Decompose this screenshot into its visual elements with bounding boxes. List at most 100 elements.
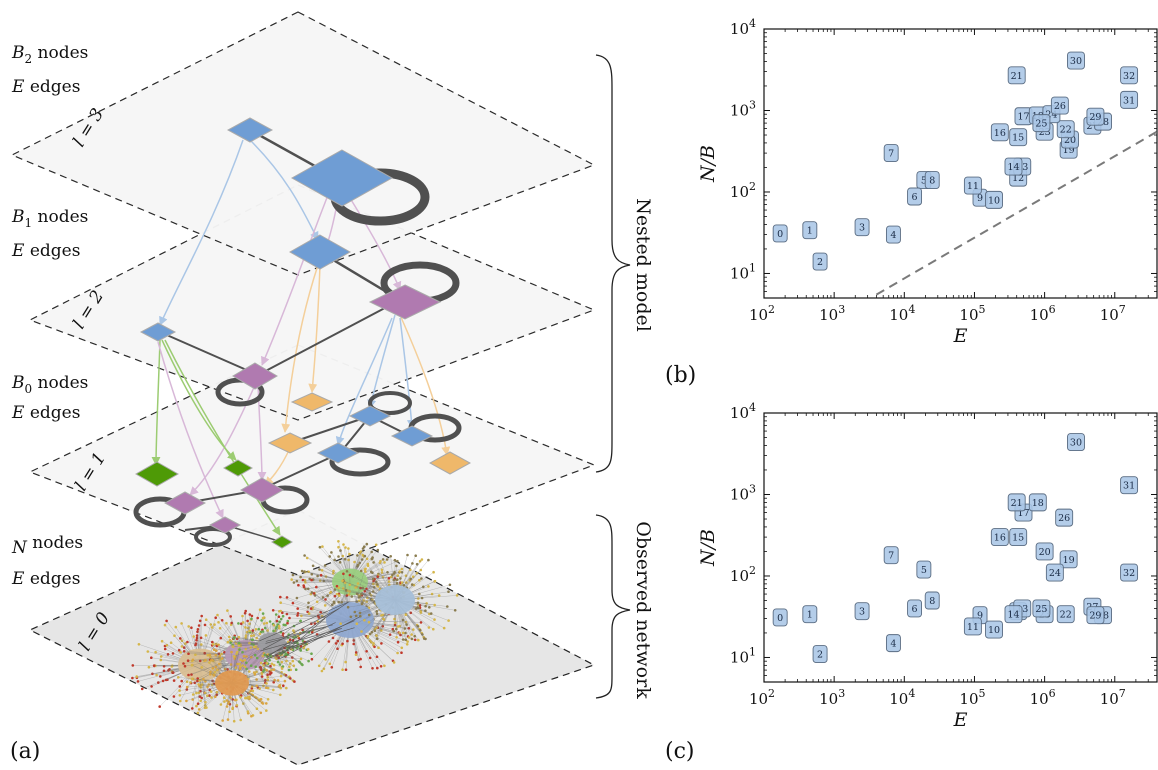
data-point-8: 8 — [925, 172, 939, 189]
data-point-32: 32 — [1121, 564, 1138, 581]
data-point-0: 0 — [773, 225, 787, 242]
data-point-6: 6 — [908, 188, 922, 205]
data-point-21: 21 — [1008, 494, 1025, 511]
data-point-4: 4 — [886, 635, 900, 652]
data-point-10: 10 — [986, 621, 1003, 638]
reference-line — [876, 132, 1157, 295]
data-point-label: 2 — [817, 650, 823, 661]
layer-0-edges-label: E edges — [11, 569, 80, 589]
data-point-label: 8 — [929, 176, 935, 187]
data-point-label: 4 — [890, 639, 896, 650]
data-point-29: 29 — [1087, 607, 1104, 624]
data-point-label: 17 — [1017, 112, 1029, 123]
y-axis-label: N/B — [697, 145, 719, 183]
data-point-label: 31 — [1123, 481, 1135, 492]
panel-label: (c) — [665, 739, 695, 764]
x-tick-label: 106 — [1030, 687, 1056, 708]
data-point-label: 15 — [1012, 533, 1024, 544]
data-point-22: 22 — [1057, 606, 1074, 623]
data-point-22: 22 — [1057, 121, 1074, 138]
data-point-label: 7 — [888, 551, 894, 562]
y-tick-label: 102 — [730, 564, 756, 585]
braces — [596, 55, 630, 698]
data-point-20: 20 — [1036, 543, 1053, 560]
x-tick-label: 104 — [889, 687, 915, 708]
data-point-label: 10 — [988, 195, 1000, 206]
data-point-24: 24 — [1046, 564, 1063, 581]
x-tick-label: 102 — [749, 687, 775, 708]
data-point-label: 16 — [994, 533, 1006, 544]
y-tick-label: 104 — [730, 401, 756, 422]
y-tick-label: 103 — [730, 98, 756, 119]
data-point-label: 22 — [1060, 125, 1072, 136]
layer-1-edges-label: E edges — [11, 403, 80, 423]
data-point-label: 31 — [1123, 95, 1135, 106]
data-point-11: 11 — [964, 177, 981, 194]
data-point-label: 21 — [1011, 71, 1023, 82]
data-point-1: 1 — [803, 606, 817, 623]
data-point-30: 30 — [1067, 52, 1084, 69]
data-point-label: 29 — [1089, 112, 1101, 123]
y-tick-label: 103 — [730, 482, 756, 503]
data-point-31: 31 — [1121, 91, 1138, 108]
data-point-10: 10 — [986, 191, 1003, 208]
data-point-label: 14 — [1007, 162, 1019, 173]
data-point-3: 3 — [855, 603, 869, 620]
layer-0-nodes-label: N nodes — [11, 533, 83, 558]
data-point-label: 32 — [1123, 568, 1135, 579]
data-point-29: 29 — [1087, 108, 1104, 125]
x-tick-label: 105 — [959, 687, 985, 708]
data-point-25: 25 — [1033, 115, 1050, 132]
x-tick-label: 105 — [959, 303, 985, 324]
data-point-label: 11 — [967, 622, 979, 633]
data-point-32: 32 — [1121, 67, 1138, 84]
data-point-30: 30 — [1067, 434, 1084, 451]
data-point-21: 21 — [1008, 67, 1025, 84]
data-point-label: 25 — [1035, 604, 1047, 615]
layer-3-edges-label: E edges — [11, 77, 80, 97]
nested-model-diagram: B2 nodes E edges B1 nodes E edges B0 nod… — [10, 12, 654, 765]
data-point-label: 18 — [1032, 498, 1044, 509]
x-tick-label: 103 — [819, 687, 845, 708]
data-point-15: 15 — [1010, 529, 1027, 546]
data-point-label: 3 — [859, 223, 865, 234]
data-point-label: 8 — [929, 596, 935, 607]
y-tick-label: 102 — [730, 180, 756, 201]
data-point-label: 15 — [1012, 133, 1024, 144]
data-point-label: 20 — [1039, 547, 1051, 558]
data-point-26: 26 — [1051, 97, 1068, 114]
y-tick-label: 101 — [730, 645, 756, 666]
layer-3-nodes-label: B2 nodes — [11, 43, 88, 66]
panel-label: (b) — [665, 363, 696, 388]
x-tick-label: 107 — [1100, 303, 1126, 324]
data-point-label: 1 — [807, 226, 813, 237]
data-point-label: 22 — [1060, 610, 1072, 621]
data-point-label: 25 — [1035, 119, 1047, 130]
data-point-5: 5 — [917, 561, 931, 578]
layer-2-edges-label: E edges — [11, 241, 80, 261]
x-tick-label: 103 — [819, 303, 845, 324]
data-point-label: 16 — [994, 128, 1006, 139]
data-point-26: 26 — [1056, 509, 1073, 526]
data-point-label: 26 — [1054, 101, 1066, 112]
data-point-label: 11 — [967, 181, 979, 192]
data-point-label: 4 — [890, 230, 896, 241]
data-point-4: 4 — [886, 226, 900, 243]
data-points: 0123456789101112131415161718192021222324… — [773, 52, 1137, 270]
data-point-label: 3 — [859, 607, 865, 618]
data-points: 0123456789101112131415161718192021222324… — [773, 434, 1137, 663]
data-point-3: 3 — [855, 219, 869, 236]
data-point-label: 6 — [912, 604, 918, 615]
data-point-label: 32 — [1123, 71, 1135, 82]
data-point-14: 14 — [1005, 606, 1022, 623]
data-point-label: 1 — [807, 610, 813, 621]
x-tick-label: 104 — [889, 303, 915, 324]
data-point-16: 16 — [991, 124, 1008, 141]
data-point-label: 14 — [1007, 610, 1019, 621]
data-point-7: 7 — [884, 547, 898, 564]
data-point-18: 18 — [1029, 494, 1046, 511]
data-point-label: 24 — [1049, 568, 1061, 579]
nested-model-label: Nested model — [632, 198, 654, 332]
data-point-25: 25 — [1033, 600, 1050, 617]
